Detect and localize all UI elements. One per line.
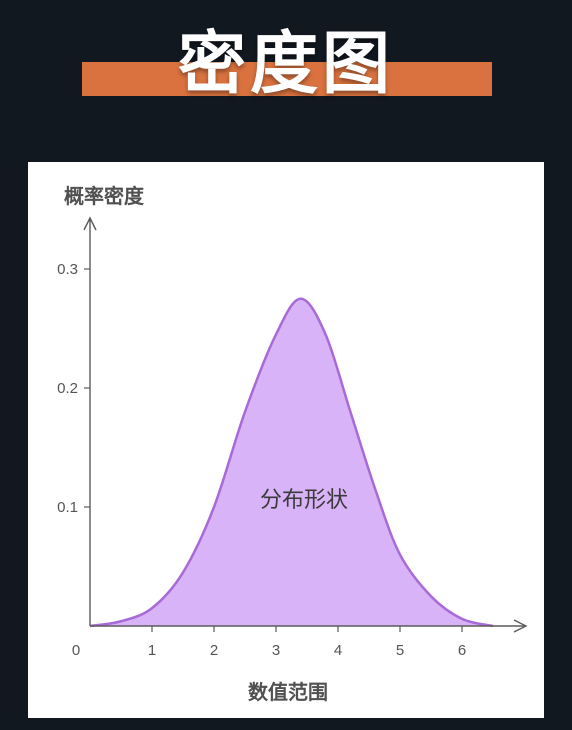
page-title: 密度图 bbox=[177, 25, 394, 104]
shape-annotation: 分布形状 bbox=[260, 488, 348, 513]
title-banner: 密度图 bbox=[0, 0, 572, 110]
title-underline-bar bbox=[82, 62, 492, 96]
x-tick-label: 0 bbox=[72, 642, 80, 659]
y-tick-label: 0.3 bbox=[57, 261, 78, 278]
x-tick-label: 6 bbox=[458, 642, 466, 659]
y-axis-label: 概率密度 bbox=[64, 184, 145, 208]
x-axis-arrow bbox=[513, 619, 528, 633]
x-tick-label: 4 bbox=[334, 642, 342, 659]
x-tick-label: 1 bbox=[148, 642, 156, 659]
chart-panel: 0 1 2 3 4 5 6 0.1 0.2 0.3 概率密度 数值范围 分布形状 bbox=[28, 162, 544, 718]
y-tick-label: 0.1 bbox=[57, 499, 78, 516]
density-chart: 0 1 2 3 4 5 6 0.1 0.2 0.3 概率密度 数值范围 分布形状 bbox=[57, 184, 528, 704]
y-axis-arrow bbox=[83, 216, 97, 231]
x-tick-label: 2 bbox=[210, 642, 218, 659]
x-tick-label: 5 bbox=[396, 642, 404, 659]
x-axis-label: 数值范围 bbox=[248, 680, 328, 704]
y-tick-label: 0.2 bbox=[57, 380, 78, 397]
density-area bbox=[90, 298, 493, 626]
density-curve bbox=[89, 297, 494, 628]
x-tick-label: 3 bbox=[272, 642, 280, 659]
